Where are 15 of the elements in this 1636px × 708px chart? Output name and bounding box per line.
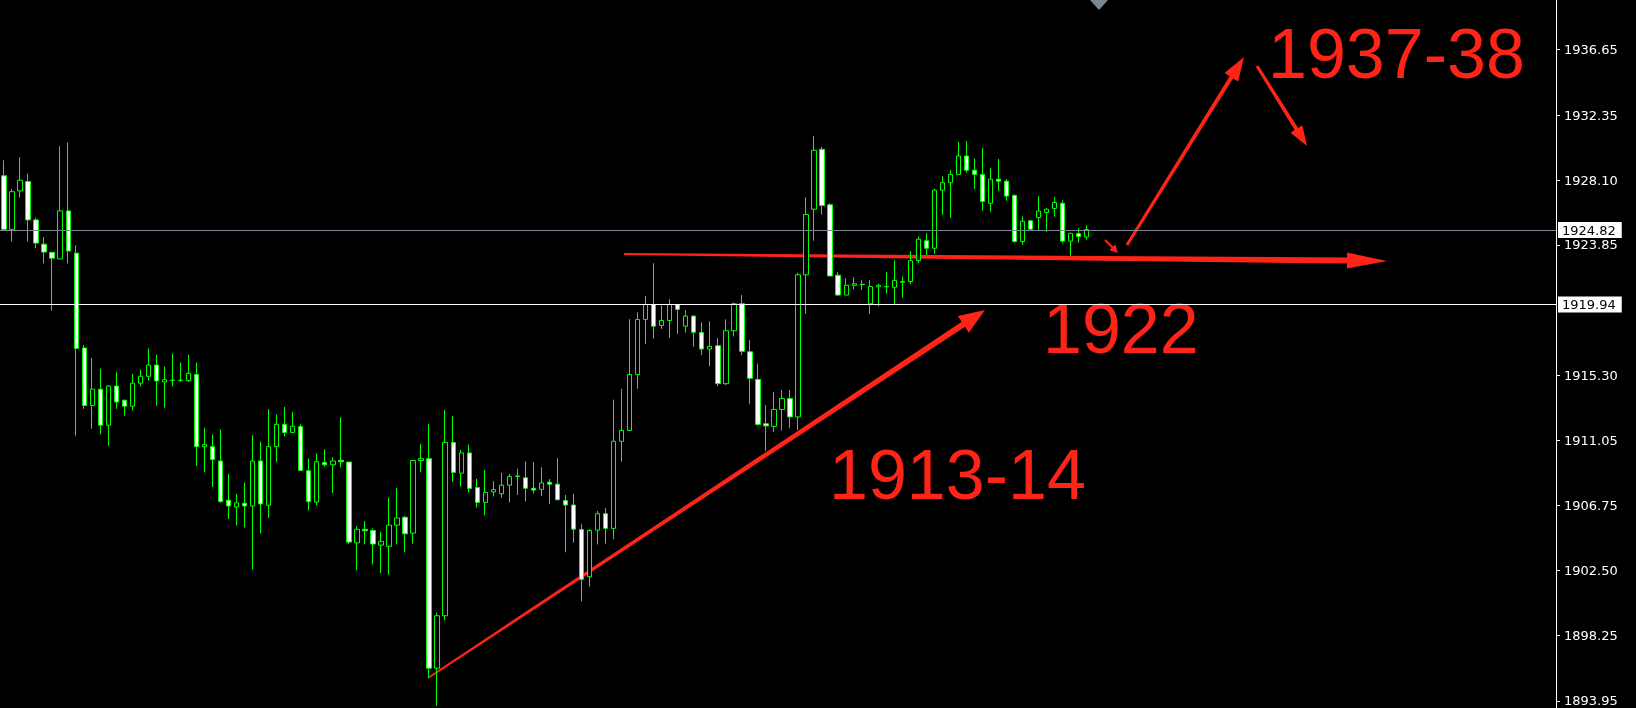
y-tick-label: 1932.35 bbox=[1564, 107, 1618, 123]
y-tick-label: 1893.95 bbox=[1564, 693, 1618, 708]
y-tick-label: 1898.25 bbox=[1564, 627, 1618, 643]
y-tick-label: 1902.50 bbox=[1564, 562, 1618, 578]
ref-line-label: 1919.94 bbox=[1562, 297, 1616, 313]
y-tick-label: 1928.10 bbox=[1564, 172, 1618, 188]
annotation: 1913-14 bbox=[829, 436, 1086, 514]
y-tick-label: 1936.65 bbox=[1564, 42, 1618, 58]
y-tick-label: 1923.85 bbox=[1564, 237, 1618, 253]
annotation: 1922 bbox=[1043, 290, 1199, 368]
y-tick-label: 1915.30 bbox=[1564, 367, 1618, 383]
ref-line-label: 1924.82 bbox=[1562, 222, 1616, 238]
y-tick-label: 1911.05 bbox=[1564, 432, 1618, 448]
annotation: 1937-38 bbox=[1268, 15, 1525, 93]
y-tick-label: 1906.75 bbox=[1564, 498, 1618, 514]
